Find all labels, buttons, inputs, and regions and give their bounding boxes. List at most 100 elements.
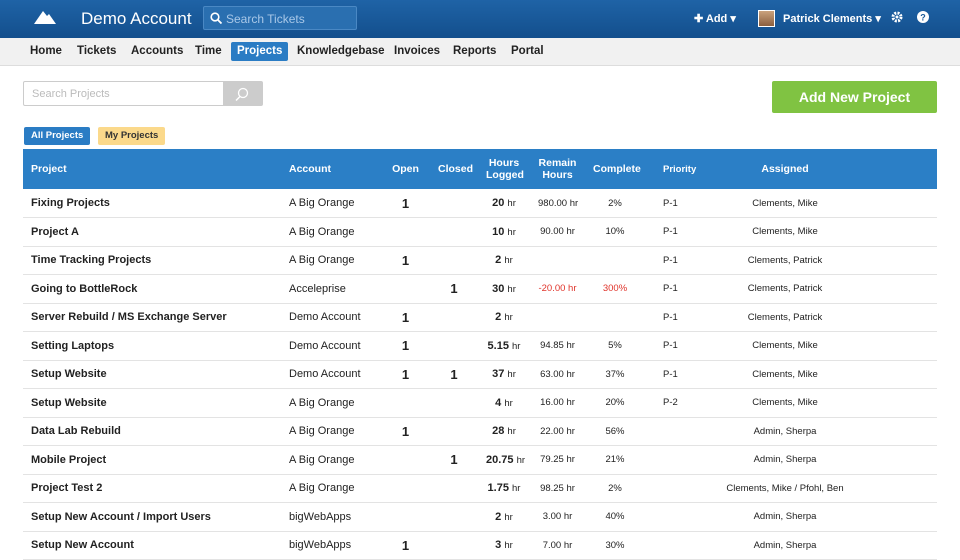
priority	[645, 446, 700, 475]
hours-value: 28	[492, 425, 505, 438]
account-text: A Big Orange	[289, 453, 355, 466]
project-name-text: Going to BottleRock	[31, 282, 138, 295]
nav-item[interactable]: Portal	[511, 45, 544, 57]
help-icon[interactable]: ?	[917, 11, 929, 23]
hours-unit: hr	[507, 226, 516, 238]
nav-item[interactable]: Projects	[231, 42, 289, 61]
spacer	[870, 149, 937, 189]
project-row[interactable]: Server Rebuild / MS Exchange Server Demo …	[23, 303, 937, 332]
hours-value: 30	[492, 282, 505, 295]
add-menu[interactable]: ✚ Add ▾	[694, 13, 736, 25]
assigned-text: Admin, Sherpa	[753, 539, 817, 551]
nav-item[interactable]: Tickets	[77, 45, 117, 57]
assigned: Clements, Mike	[700, 189, 870, 218]
closed-count	[430, 218, 478, 247]
priority-text: P-1	[663, 254, 678, 266]
user-menu[interactable]: Patrick Clements ▾	[783, 13, 881, 25]
project-row[interactable]: Setup Website A Big Orange 4 hr 16.00 hr 20%…	[23, 389, 937, 418]
account: bigWebApps	[281, 503, 381, 532]
remain-hours: 63.00 hr	[530, 360, 585, 389]
project-search[interactable]: Search Projects	[23, 81, 263, 106]
priority: P-1	[645, 360, 700, 389]
hours-logged: 20.75 hr	[478, 446, 530, 475]
nav-item[interactable]: Invoices	[394, 45, 441, 57]
project-row[interactable]: Going to BottleRock Acceleprise 1 30 hr -20.…	[23, 275, 937, 304]
project-name-text: Server Rebuild / MS Exchange Server	[31, 311, 227, 324]
hours-value: 20	[492, 197, 505, 209]
closed-count-text: 1	[450, 366, 458, 382]
closed-count	[430, 189, 478, 218]
remain-hours-text: 94.85 hr	[540, 340, 575, 352]
priority-text: P-1	[663, 226, 678, 238]
project-name: Mobile Project	[23, 446, 281, 475]
settings-icon[interactable]	[891, 11, 903, 23]
logo[interactable]	[34, 9, 56, 25]
project-row[interactable]: Mobile Project A Big Orange 1 20.75 hr 79.25…	[23, 446, 937, 475]
assigned-text: Clements, Mike	[752, 397, 818, 409]
assigned-text: Clements, Patrick	[747, 311, 823, 323]
project-name: Setup New Account / Import Users	[23, 503, 281, 532]
filter-mine[interactable]: My Projects	[98, 127, 166, 145]
column-header: Assigned	[761, 163, 809, 175]
project-name: Setting Laptops	[23, 332, 281, 361]
nav-item[interactable]: Knowledgebase	[297, 45, 385, 57]
complete-text: 300%	[602, 283, 628, 295]
hours-value: 5.15	[487, 339, 509, 352]
project-name-text: Project A	[31, 225, 79, 238]
hours-logged: 4 hr	[478, 389, 530, 418]
account: A Big Orange	[281, 446, 381, 475]
project-row[interactable]: Fixing Projects A Big Orange 1 20 hr 980.00 …	[23, 189, 937, 218]
hours-logged: 2 hr	[478, 503, 530, 532]
nav-item[interactable]: Reports	[453, 45, 497, 57]
open-count	[381, 218, 430, 247]
search-button[interactable]	[223, 82, 262, 105]
open-count-text: 1	[401, 366, 410, 382]
ticket-search[interactable]: Search Tickets	[203, 6, 357, 30]
remain-hours-text: 3.00 hr	[542, 511, 573, 523]
project-row[interactable]: Time Tracking Projects A Big Orange 1 2 hr P…	[23, 246, 937, 275]
account-text: Acceleprise	[289, 282, 346, 295]
project-row[interactable]: Setup Website Demo Account 1 1 37 hr 63.00 hr…	[23, 360, 937, 389]
nav-item[interactable]: Time	[195, 45, 222, 57]
assigned-text: Clements, Mike	[752, 226, 818, 238]
spacer	[870, 417, 937, 446]
account-text: A Big Orange	[289, 197, 355, 209]
project-name: Project Test 2	[23, 474, 281, 503]
table-body: Fixing Projects A Big Orange 1 20 hr 980.00 …	[23, 189, 937, 560]
project-row[interactable]: Data Lab Rebuild A Big Orange 1 28 hr 22.00 …	[23, 417, 937, 446]
project-row[interactable]: Setting Laptops Demo Account 1 5.15 hr 94.85…	[23, 332, 937, 361]
search-icon	[235, 87, 249, 101]
remain-hours-text: 7.00 hr	[542, 539, 573, 551]
complete-text: 20%	[605, 397, 625, 409]
project-name: Data Lab Rebuild	[23, 417, 281, 446]
account-text: Demo Account	[289, 339, 361, 352]
priority: P-1	[645, 275, 700, 304]
account: Demo Account	[281, 332, 381, 361]
column-header: Closed	[438, 163, 474, 175]
nav-item[interactable]: Accounts	[131, 45, 184, 57]
filter-all[interactable]: All Projects	[24, 127, 91, 145]
spacer	[870, 275, 937, 304]
project-row[interactable]: Project A A Big Orange 10 hr 90.00 hr 10% P-1…	[23, 218, 937, 247]
project-row[interactable]: Setup New Account / Import Users bigWebAp…	[23, 503, 937, 532]
remain-hours-text: 79.25 hr	[540, 454, 575, 466]
project-row[interactable]: Project Test 2 A Big Orange 1.75 hr 98.25 h…	[23, 474, 937, 503]
hours-value: 4	[495, 396, 502, 409]
nav-bar: Home Tickets Accounts Time Projects Knowledge…	[0, 38, 960, 66]
assigned: Clements, Mike	[700, 332, 870, 361]
spacer	[870, 189, 937, 218]
add-project-button[interactable]: Add New Project	[772, 81, 937, 113]
project-name-text: Setup Website	[31, 368, 107, 381]
spacer	[870, 360, 937, 389]
account-name[interactable]: Demo Account	[81, 9, 192, 28]
remain-hours: 16.00 hr	[530, 389, 585, 418]
priority: P-2	[645, 389, 700, 418]
hours-logged: 37 hr	[478, 360, 530, 389]
closed-count	[430, 246, 478, 275]
complete: 40%	[585, 503, 645, 532]
complete	[585, 246, 645, 275]
nav-item[interactable]: Home	[30, 45, 62, 57]
project-row[interactable]: Setup New Account bigWebApps 1 3 hr 7.00 hr 3…	[23, 531, 937, 560]
remain-hours-text: 98.25 hr	[540, 482, 575, 494]
complete-text: 2%	[608, 197, 622, 209]
